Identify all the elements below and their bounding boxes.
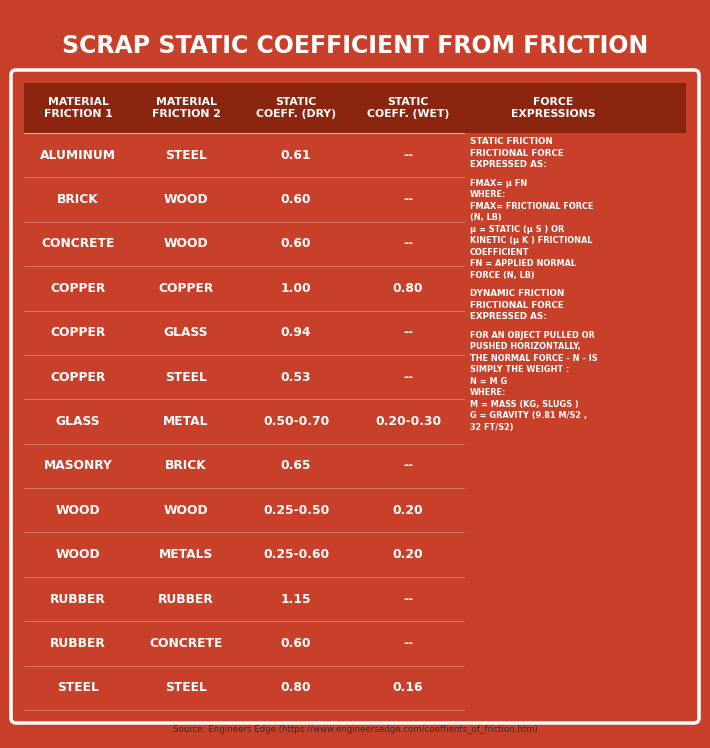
Text: FORCE (N, LB): FORCE (N, LB) (470, 271, 535, 280)
Text: STEEL: STEEL (165, 681, 207, 694)
Text: COPPER: COPPER (50, 326, 106, 340)
Text: N = M G: N = M G (470, 376, 507, 385)
Text: SCRAP STATIC COEFFICIENT FROM FRICTION: SCRAP STATIC COEFFICIENT FROM FRICTION (62, 34, 648, 58)
Text: RUBBER: RUBBER (50, 637, 106, 650)
Text: STATIC
COEFF. (DRY): STATIC COEFF. (DRY) (256, 97, 336, 119)
Text: 32 FT/S2): 32 FT/S2) (470, 423, 513, 432)
Text: FMAX= FRICTIONAL FORCE: FMAX= FRICTIONAL FORCE (470, 201, 594, 210)
Text: --: -- (403, 193, 413, 206)
Text: FRICTIONAL FORCE: FRICTIONAL FORCE (470, 149, 564, 158)
Text: FORCE
EXPRESSIONS: FORCE EXPRESSIONS (510, 97, 595, 119)
Text: WOOD: WOOD (164, 237, 208, 251)
Text: 0.25-0.60: 0.25-0.60 (263, 548, 329, 561)
Text: DYNAMIC FRICTION: DYNAMIC FRICTION (470, 289, 564, 298)
Text: WHERE:: WHERE: (470, 190, 506, 199)
Text: 0.20-0.30: 0.20-0.30 (375, 415, 441, 428)
Text: --: -- (403, 592, 413, 606)
Text: STEEL: STEEL (165, 149, 207, 162)
Text: 0.20: 0.20 (393, 548, 423, 561)
Text: 0.50-0.70: 0.50-0.70 (263, 415, 329, 428)
Text: FN = APPLIED NORMAL: FN = APPLIED NORMAL (470, 259, 576, 268)
Text: GLASS: GLASS (56, 415, 100, 428)
Text: ALUMINUM: ALUMINUM (40, 149, 116, 162)
Text: CONCRETE: CONCRETE (149, 637, 223, 650)
Text: STATIC
COEFF. (WET): STATIC COEFF. (WET) (367, 97, 449, 119)
Text: WOOD: WOOD (164, 193, 208, 206)
Text: FOR AN OBJECT PULLED OR: FOR AN OBJECT PULLED OR (470, 331, 595, 340)
Text: COPPER: COPPER (158, 282, 214, 295)
Text: BRICK: BRICK (165, 459, 207, 473)
Text: 0.53: 0.53 (280, 370, 311, 384)
Text: PUSHED HORIZONTALLY,: PUSHED HORIZONTALLY, (470, 342, 581, 351)
Text: 0.61: 0.61 (280, 149, 311, 162)
Text: 0.60: 0.60 (280, 193, 311, 206)
Text: --: -- (403, 149, 413, 162)
Text: STATIC FRICTION: STATIC FRICTION (470, 137, 553, 146)
Text: WOOD: WOOD (55, 548, 100, 561)
Text: METALS: METALS (159, 548, 213, 561)
Text: 0.20: 0.20 (393, 503, 423, 517)
Text: WOOD: WOOD (164, 503, 208, 517)
Text: MASONRY: MASONRY (43, 459, 112, 473)
Text: --: -- (403, 637, 413, 650)
Text: MATERIAL
FRICTION 1: MATERIAL FRICTION 1 (43, 97, 112, 119)
FancyBboxPatch shape (11, 70, 699, 723)
Text: μ = STATIC (μ S ) OR: μ = STATIC (μ S ) OR (470, 224, 564, 233)
Text: 1.15: 1.15 (280, 592, 311, 606)
Text: THE NORMAL FORCE - N - IS: THE NORMAL FORCE - N - IS (470, 354, 598, 363)
Text: 0.60: 0.60 (280, 637, 311, 650)
Text: 0.60: 0.60 (280, 237, 311, 251)
Text: 0.16: 0.16 (393, 681, 423, 694)
Text: 0.94: 0.94 (281, 326, 311, 340)
Text: (N, LB): (N, LB) (470, 213, 502, 222)
Text: COPPER: COPPER (50, 282, 106, 295)
Text: SIMPLY THE WEIGHT :: SIMPLY THE WEIGHT : (470, 365, 569, 374)
Text: STEEL: STEEL (57, 681, 99, 694)
Text: --: -- (403, 326, 413, 340)
Text: MATERIAL
FRICTION 2: MATERIAL FRICTION 2 (151, 97, 220, 119)
Text: METAL: METAL (163, 415, 209, 428)
Text: EXPRESSED AS:: EXPRESSED AS: (470, 160, 547, 169)
Text: WOOD: WOOD (55, 503, 100, 517)
Text: 1.00: 1.00 (280, 282, 311, 295)
Text: 0.65: 0.65 (280, 459, 311, 473)
Text: G = GRAVITY (9.81 M/S2 ,: G = GRAVITY (9.81 M/S2 , (470, 411, 587, 420)
Bar (24, 83, 686, 133)
Text: --: -- (403, 370, 413, 384)
Text: FMAX= μ FN: FMAX= μ FN (470, 179, 528, 188)
Text: GLASS: GLASS (164, 326, 208, 340)
Text: WHERE:: WHERE: (470, 388, 506, 397)
Text: BRICK: BRICK (58, 193, 99, 206)
Text: EXPRESSED AS:: EXPRESSED AS: (470, 312, 547, 321)
Text: --: -- (403, 237, 413, 251)
Text: RUBBER: RUBBER (158, 592, 214, 606)
Text: RUBBER: RUBBER (50, 592, 106, 606)
Text: --: -- (403, 459, 413, 473)
Text: STEEL: STEEL (165, 370, 207, 384)
Text: COPPER: COPPER (50, 370, 106, 384)
Text: 0.80: 0.80 (280, 681, 311, 694)
Text: KINETIC (μ K ) FRICTIONAL: KINETIC (μ K ) FRICTIONAL (470, 236, 592, 245)
Text: 0.25-0.50: 0.25-0.50 (263, 503, 329, 517)
Text: Source: Engineers Edge (https://www.engineersedge.com/coeffients_of_friction.htm: Source: Engineers Edge (https://www.engi… (173, 726, 537, 735)
Text: 0.80: 0.80 (393, 282, 423, 295)
Text: FRICTIONAL FORCE: FRICTIONAL FORCE (470, 301, 564, 310)
Text: COEFFICIENT: COEFFICIENT (470, 248, 530, 257)
Text: CONCRETE: CONCRETE (41, 237, 115, 251)
Text: M = MASS (KG, SLUGS ): M = MASS (KG, SLUGS ) (470, 399, 579, 408)
